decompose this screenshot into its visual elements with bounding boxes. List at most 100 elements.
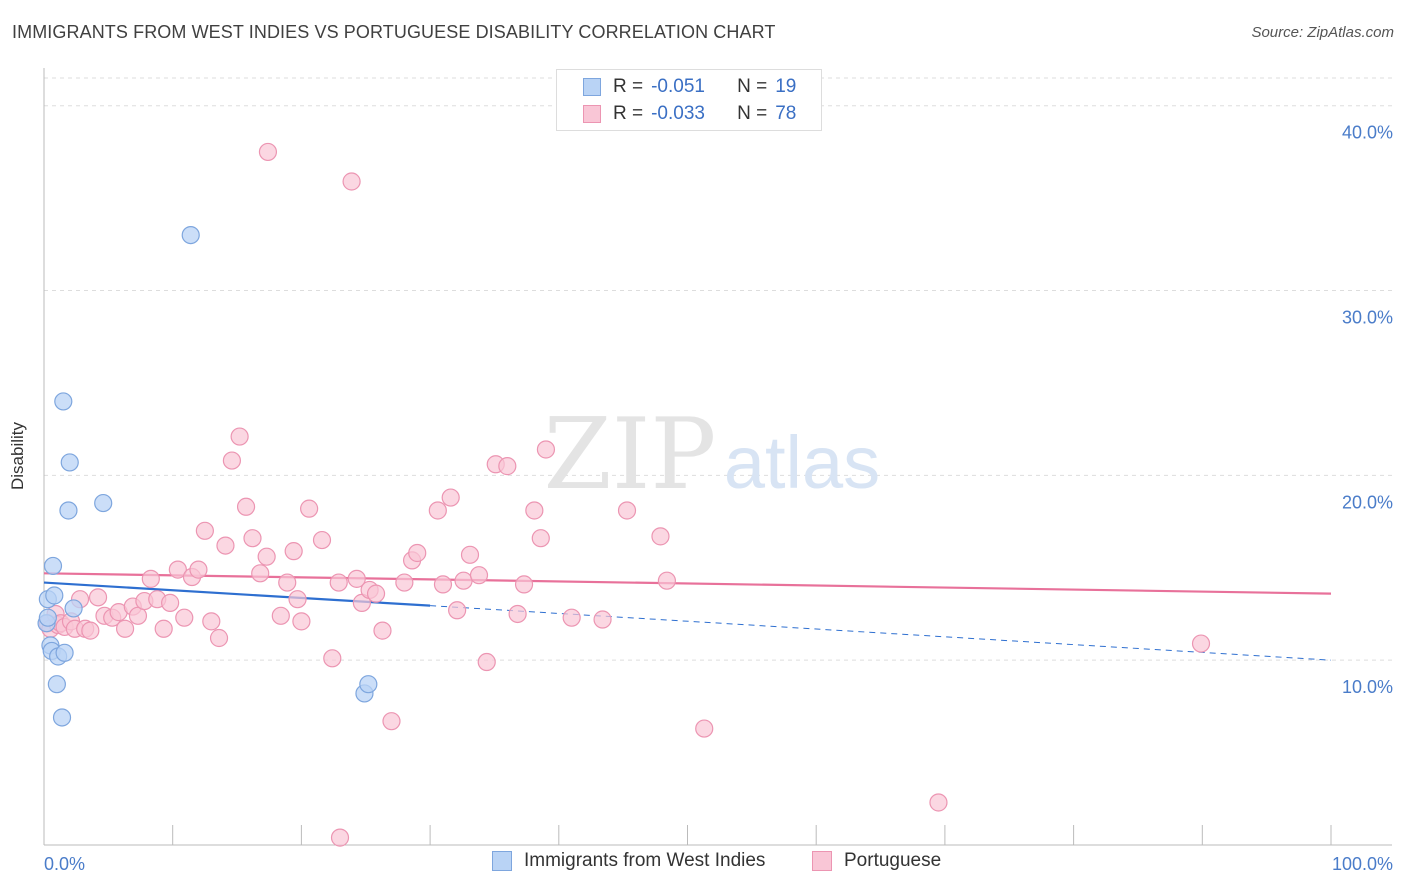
data-point-portuguese <box>536 440 556 459</box>
data-point-portuguese <box>81 621 100 640</box>
data-point-portuguese <box>209 628 229 648</box>
data-point-west-indies <box>45 586 64 605</box>
data-point-portuguese <box>288 590 307 609</box>
data-point-portuguese <box>508 604 527 624</box>
data-point-portuguese <box>292 612 311 631</box>
data-point-portuguese <box>562 608 581 627</box>
data-point-portuguese <box>366 584 386 603</box>
source-credit: Source: ZipAtlas.com <box>1251 24 1394 41</box>
watermark: ZIP atlas <box>544 398 881 512</box>
data-point-portuguese <box>454 571 473 590</box>
legend-item-portuguese: Portuguese <box>812 850 941 872</box>
data-point-portuguese <box>236 497 256 516</box>
data-point-portuguese <box>115 619 135 638</box>
data-point-portuguese <box>222 451 242 470</box>
legend-swatch-blue <box>492 851 512 871</box>
data-point-portuguese <box>216 536 235 555</box>
data-point-portuguese <box>593 610 612 629</box>
data-point-portuguese <box>257 547 276 566</box>
data-point-portuguese <box>448 601 467 620</box>
data-point-portuguese <box>271 606 290 625</box>
trend-line-west-indies-extension <box>430 605 1332 661</box>
data-point-west-indies <box>38 608 57 627</box>
data-point-portuguese <box>284 542 303 561</box>
data-point-west-indies <box>60 453 79 472</box>
series-legend: Immigrants from West Indies Portuguese <box>0 850 1406 880</box>
data-point-portuguese <box>460 545 480 564</box>
data-point-portuguese <box>373 621 392 640</box>
data-point-portuguese <box>498 457 517 476</box>
data-point-west-indies <box>54 392 73 411</box>
n-label: N = <box>737 76 768 97</box>
data-point-portuguese <box>342 172 361 191</box>
data-point-portuguese <box>477 652 496 672</box>
data-point-west-indies <box>52 708 72 727</box>
n-label: N = <box>737 103 768 124</box>
data-point-portuguese <box>330 828 350 847</box>
r-value: -0.051 <box>651 76 705 97</box>
r-label: R = <box>613 103 644 124</box>
data-point-portuguese <box>175 608 194 627</box>
r-label: R = <box>613 76 644 97</box>
x-tick-label-min: 0.0% <box>44 854 85 874</box>
tick-labels: 10.0% 20.0% 30.0% 40.0% 0.0% 100.0% <box>44 123 1393 874</box>
data-point-portuguese <box>312 530 332 550</box>
watermark-atlas: atlas <box>724 421 880 504</box>
data-point-portuguese <box>695 719 714 738</box>
blue-swatch <box>583 78 601 96</box>
data-point-portuguese <box>168 560 187 579</box>
data-point-portuguese <box>230 427 249 446</box>
data-point-portuguese <box>531 529 550 548</box>
data-point-west-indies <box>181 225 200 245</box>
data-point-portuguese <box>433 575 453 594</box>
r-value: -0.033 <box>651 103 705 124</box>
data-point-portuguese <box>395 573 414 592</box>
data-point-portuguese <box>141 569 160 588</box>
pink-swatch <box>583 105 601 123</box>
data-point-portuguese <box>251 564 270 583</box>
watermark-zip: ZIP <box>544 398 717 512</box>
data-point-portuguese <box>243 529 262 548</box>
legend-label-west-indies: Immigrants from West Indies <box>524 850 766 871</box>
data-point-west-indies <box>55 643 74 662</box>
data-point-portuguese <box>195 521 214 540</box>
trend-line-portuguese <box>43 572 1332 595</box>
data-point-portuguese <box>202 612 221 631</box>
data-point-portuguese <box>1191 634 1211 653</box>
data-point-portuguese <box>382 712 401 731</box>
gridlines <box>44 77 1392 661</box>
stats-legend: R = -0.051 N = 19 R = -0.033 N = 78 <box>556 69 822 131</box>
data-point-portuguese <box>441 488 460 507</box>
x-tick-label-max: 100.0% <box>1332 854 1393 874</box>
n-value: 19 <box>775 76 797 97</box>
data-point-west-indies <box>43 556 63 576</box>
data-point-portuguese <box>617 501 637 520</box>
stats-row-portuguese: R = -0.033 N = 78 <box>583 102 796 126</box>
data-point-portuguese <box>525 501 544 520</box>
data-point-portuguese <box>469 566 489 585</box>
data-point-portuguese <box>929 793 948 812</box>
data-point-portuguese <box>514 575 534 594</box>
data-point-portuguese <box>347 569 366 588</box>
chart-title: IMMIGRANTS FROM WEST INDIES VS PORTUGUES… <box>12 22 776 42</box>
data-point-portuguese <box>88 588 108 607</box>
data-point-portuguese <box>189 560 208 579</box>
data-point-portuguese <box>651 527 670 546</box>
trend-lines <box>43 572 1332 661</box>
y-tick-label: 40.0% <box>1342 123 1393 143</box>
y-tick-label: 30.0% <box>1342 308 1393 328</box>
data-point-portuguese <box>300 499 319 518</box>
data-point-portuguese <box>657 571 677 590</box>
data-points <box>37 142 1211 847</box>
data-point-portuguese <box>428 501 447 520</box>
data-point-west-indies <box>359 675 378 694</box>
data-point-portuguese <box>323 649 342 668</box>
data-point-west-indies <box>59 501 78 520</box>
data-point-portuguese <box>408 543 427 563</box>
data-point-west-indies <box>94 493 113 513</box>
y-axis-label: Disability <box>8 421 27 491</box>
data-point-portuguese <box>154 619 173 638</box>
data-point-portuguese <box>278 573 297 592</box>
legend-item-west-indies: Immigrants from West Indies <box>492 850 765 872</box>
